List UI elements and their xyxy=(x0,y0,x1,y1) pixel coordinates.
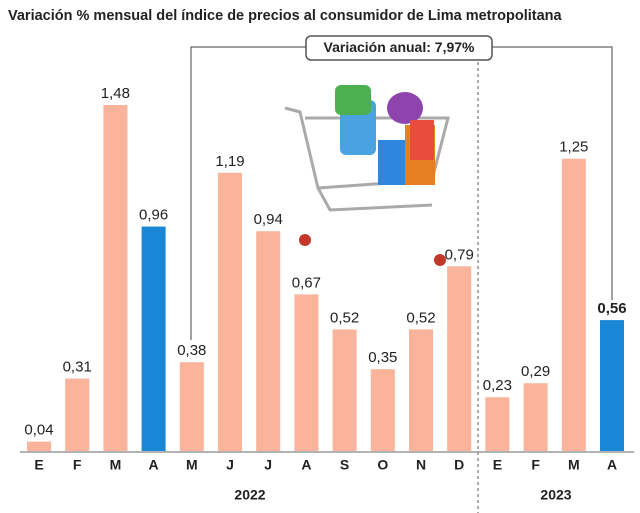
x-tick-label: A xyxy=(607,457,617,473)
value-label: 0,29 xyxy=(521,363,550,380)
year-label: 2022 xyxy=(234,487,265,503)
bar xyxy=(447,266,472,451)
value-label: 0,96 xyxy=(139,207,168,224)
bar xyxy=(561,158,586,451)
bracket-left xyxy=(190,46,308,340)
x-tick-label: F xyxy=(531,457,540,473)
bar xyxy=(600,320,624,451)
x-tick-label: F xyxy=(73,457,82,473)
value-label: 1,25 xyxy=(559,139,588,156)
bar xyxy=(409,329,433,451)
x-tick-label: N xyxy=(416,457,426,473)
bar xyxy=(332,329,357,451)
cart-illustration xyxy=(284,85,450,266)
value-label: 0,35 xyxy=(368,349,397,366)
value-label: 0,04 xyxy=(24,422,53,439)
x-tick-label: M xyxy=(568,457,580,473)
bar xyxy=(294,294,319,451)
bar xyxy=(370,369,395,451)
value-label: 1,48 xyxy=(101,85,130,102)
bar xyxy=(523,383,548,451)
value-label: 0,52 xyxy=(406,309,435,326)
value-label: 0,38 xyxy=(177,342,206,359)
x-tick-label: S xyxy=(340,457,349,473)
value-label: 0,31 xyxy=(63,358,92,375)
year-label: 2023 xyxy=(540,487,571,503)
value-label: 0,52 xyxy=(330,309,359,326)
bar xyxy=(485,397,510,451)
value-label: 0,23 xyxy=(483,377,512,394)
value-label: 0,67 xyxy=(292,274,321,291)
bar xyxy=(103,105,128,451)
x-tick-label: M xyxy=(186,457,198,473)
annotation-box xyxy=(305,35,493,61)
annotation: Variación anual: 7,97% xyxy=(324,39,476,55)
value-label: 0,56 xyxy=(597,300,626,317)
x-tick-label: M xyxy=(110,457,122,473)
x-tick-label: J xyxy=(264,457,272,473)
bracket-right xyxy=(490,46,613,300)
value-label: 0,94 xyxy=(254,211,283,228)
bar xyxy=(179,362,204,451)
bar xyxy=(27,441,51,451)
value-label: 1,19 xyxy=(215,153,244,170)
x-tick-label: A xyxy=(301,457,311,473)
x-tick-label: D xyxy=(454,457,464,473)
bar xyxy=(218,172,242,451)
x-tick-label: A xyxy=(149,457,159,473)
x-tick-label: O xyxy=(377,457,388,473)
bar xyxy=(256,231,281,451)
bar xyxy=(141,226,166,451)
x-tick-label: E xyxy=(34,457,43,473)
bar xyxy=(65,378,90,451)
chart-title: Variación % mensual del índice de precio… xyxy=(8,8,563,24)
value-label: 0,79 xyxy=(445,246,474,263)
x-tick-label: J xyxy=(226,457,234,473)
x-tick-label: E xyxy=(493,457,502,473)
